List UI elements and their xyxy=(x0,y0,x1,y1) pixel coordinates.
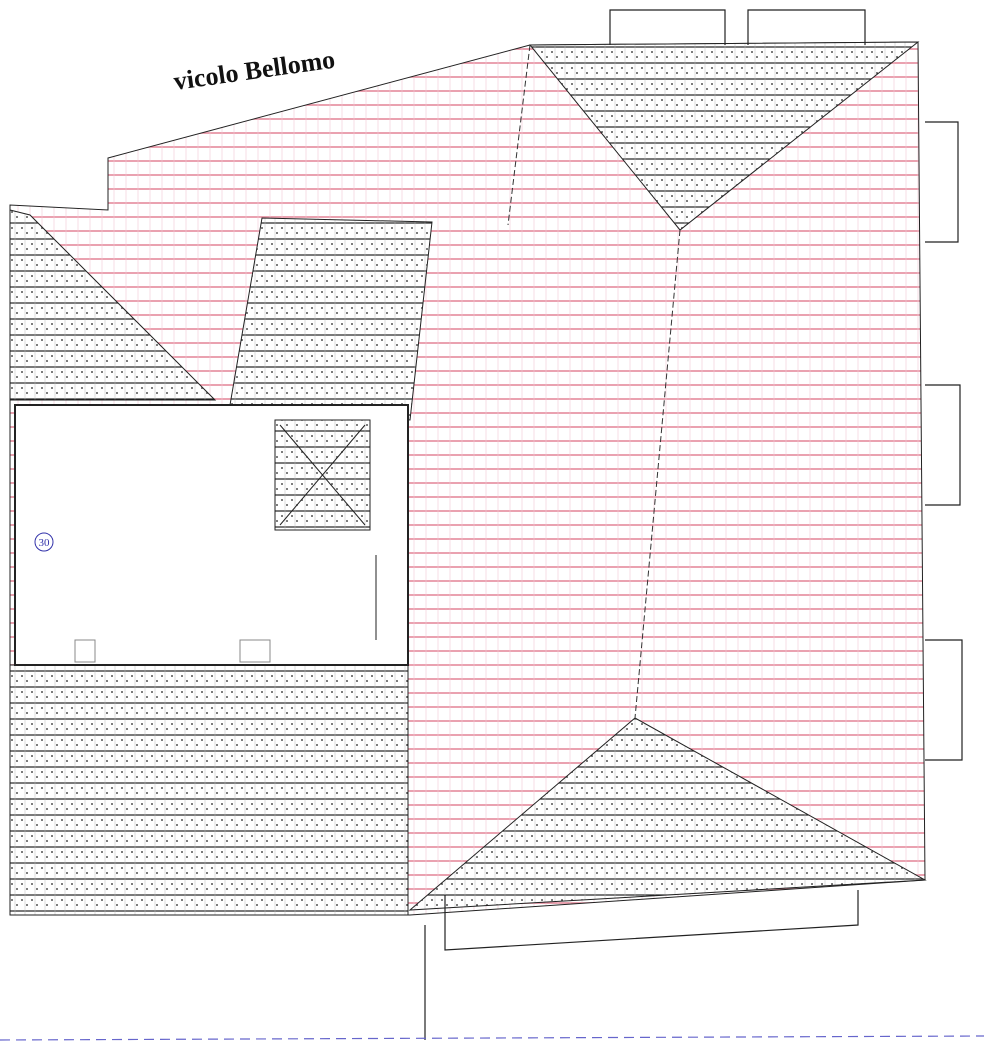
courtyard: 30 xyxy=(14,404,409,666)
outer-outlines xyxy=(0,9,984,1041)
roof-main xyxy=(9,41,927,916)
street-label: vicolo Bellomo xyxy=(172,45,337,96)
marker-label: 30 xyxy=(39,537,51,549)
ridges xyxy=(507,44,681,719)
